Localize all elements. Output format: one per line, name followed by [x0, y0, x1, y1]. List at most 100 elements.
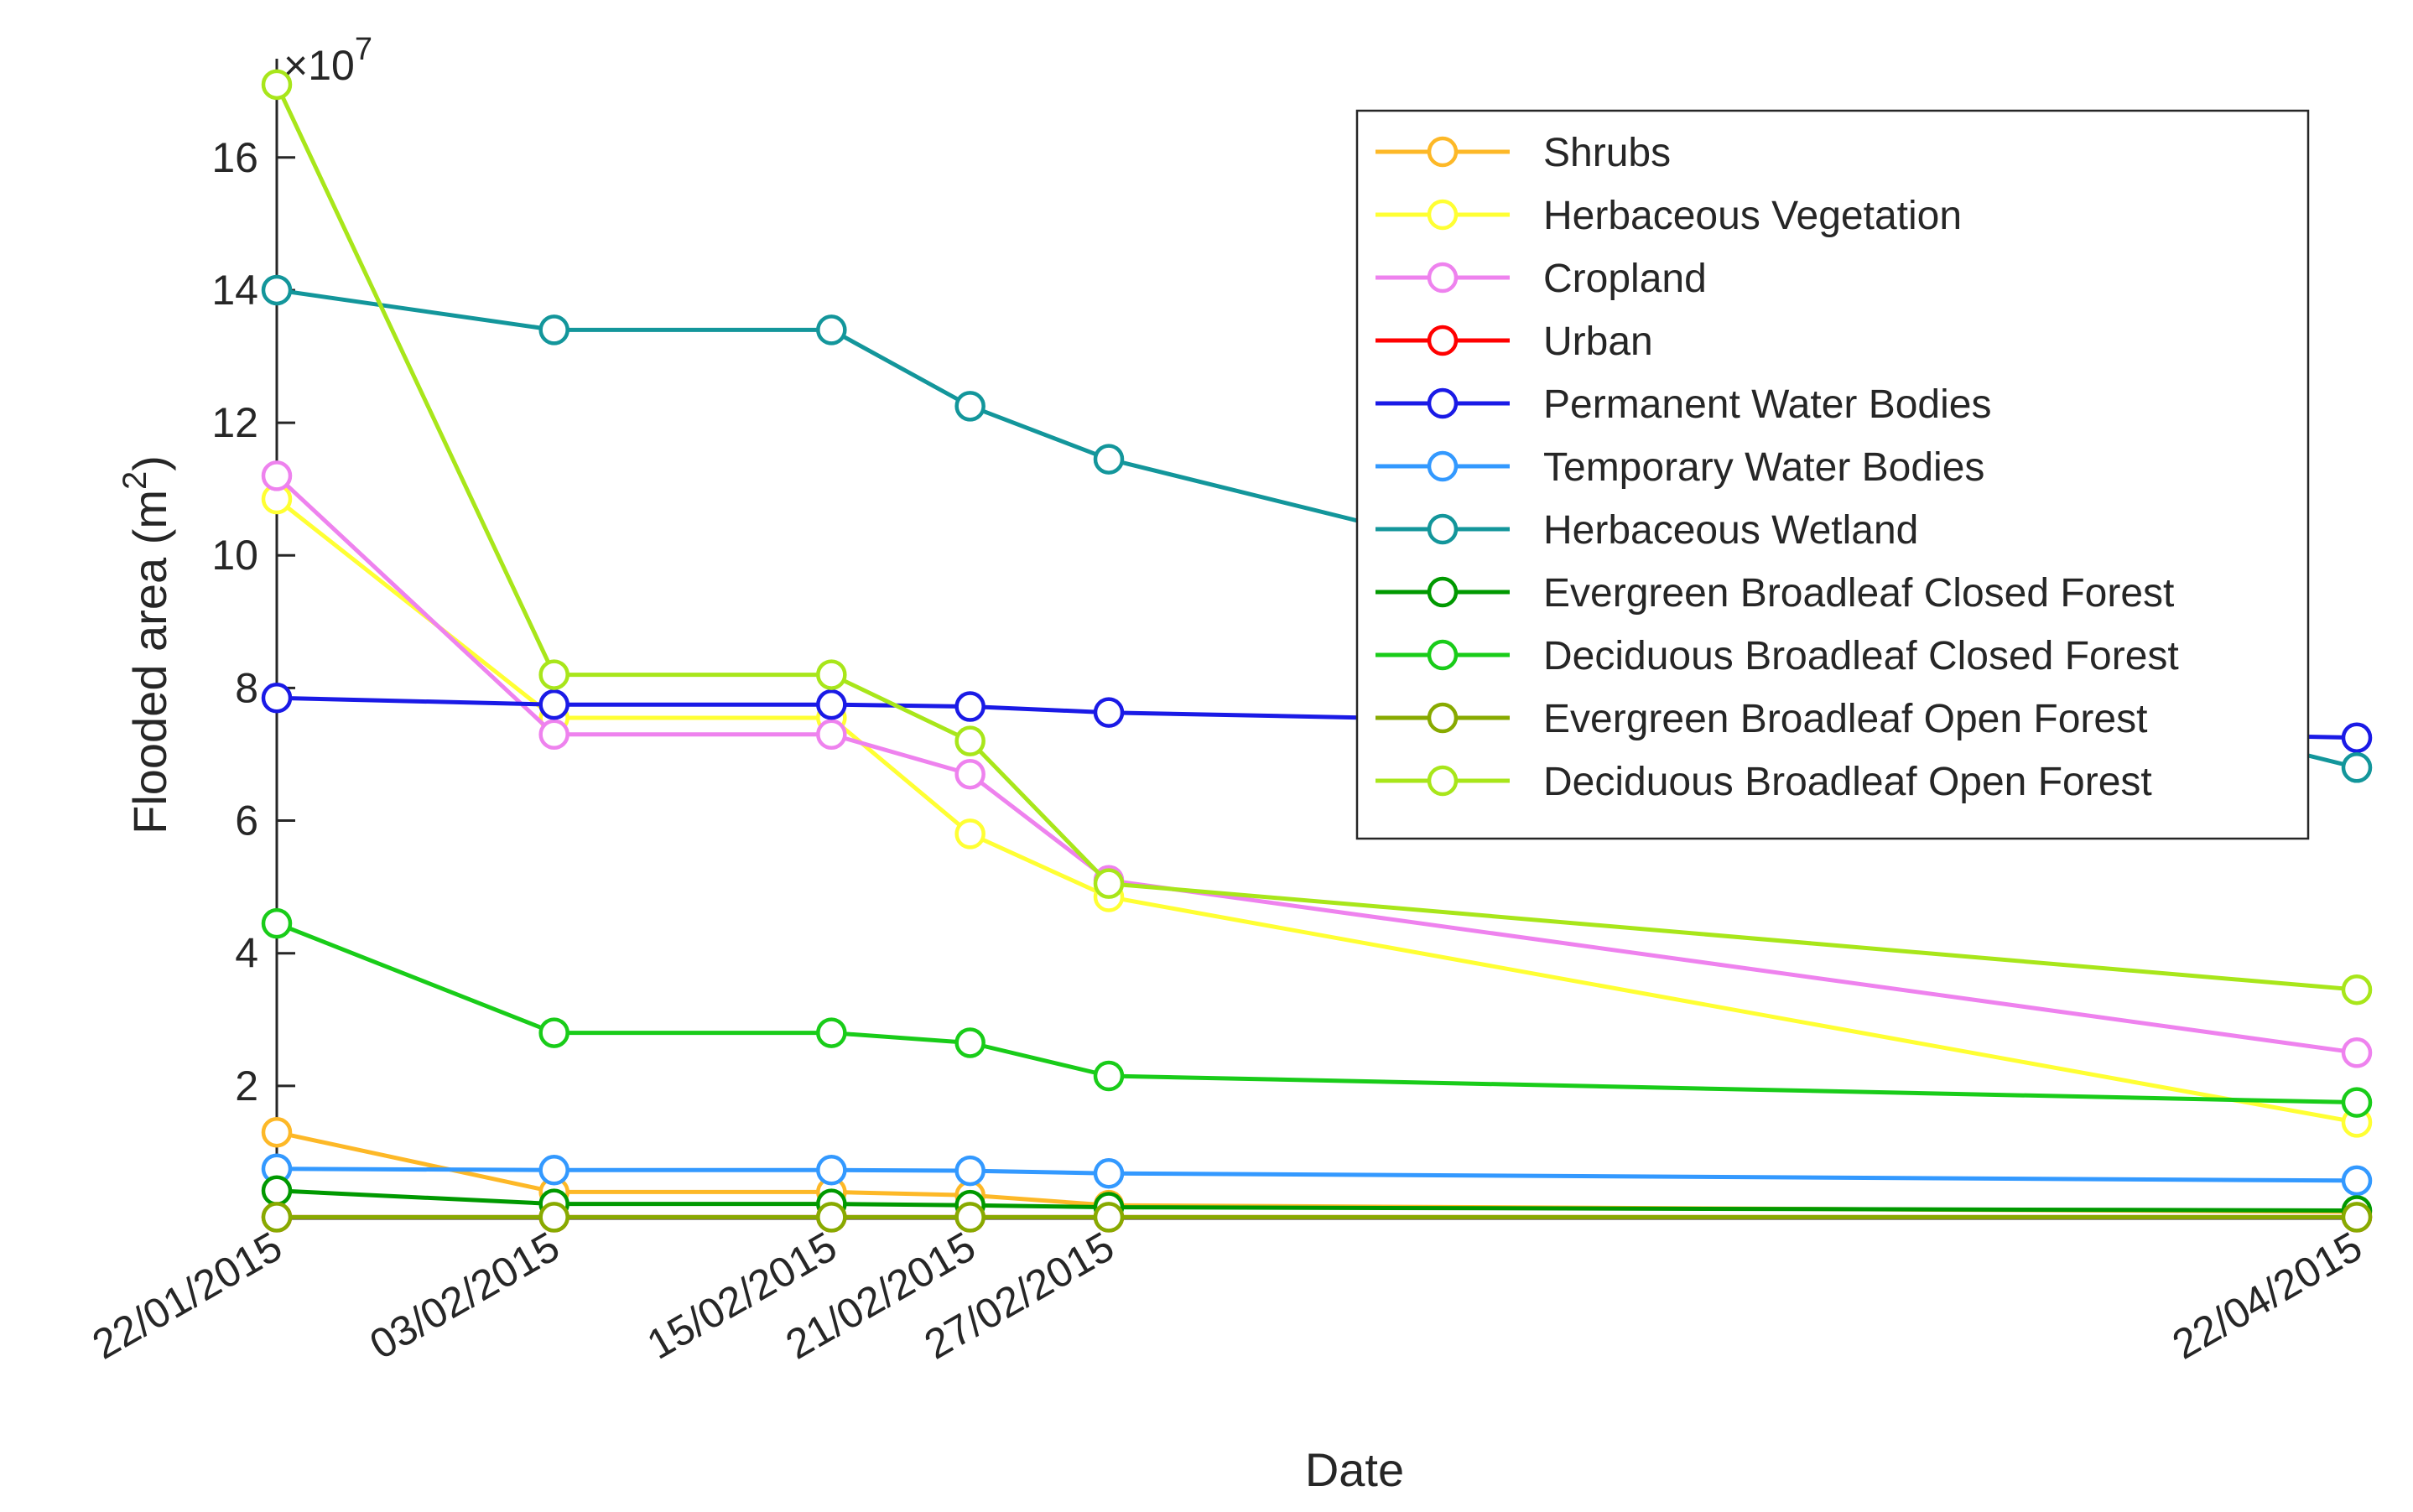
data-point — [261, 274, 293, 306]
legend-item: Deciduous Broadleaf Open Forest — [1376, 760, 2152, 804]
series-evergreen-broadleaf-open-forest — [261, 1202, 2373, 1233]
y-tick-label: 12 — [211, 399, 258, 446]
y-axis-label-close: ) — [123, 455, 176, 471]
data-point — [954, 1027, 985, 1058]
legend: Shrubs Herbaceous Vegetation Cropland Urban… — [1355, 109, 2310, 840]
legend-marker — [1427, 765, 1459, 797]
data-point — [954, 818, 985, 850]
legend-label: Urban — [1543, 320, 1653, 364]
data-point — [538, 1202, 569, 1233]
legend-item: Herbaceous Vegetation — [1376, 194, 1962, 238]
data-point — [261, 683, 293, 714]
legend-marker — [1427, 639, 1459, 671]
data-point — [954, 391, 985, 422]
legend-item: Permanent Water Bodies — [1376, 382, 1991, 427]
data-point — [816, 719, 847, 751]
legend-marker — [1427, 513, 1459, 545]
data-point — [538, 1155, 569, 1186]
legend-marker — [1427, 325, 1459, 356]
data-point — [954, 725, 985, 756]
series-line — [274, 83, 2358, 992]
data-point — [1093, 1157, 1125, 1189]
data-point — [816, 314, 847, 346]
y-tick-label: 4 — [235, 930, 258, 977]
legend-label: Herbaceous Wetland — [1543, 508, 1918, 553]
legend-label: Permanent Water Bodies — [1543, 382, 1991, 427]
data-point — [538, 688, 569, 720]
data-point — [538, 659, 569, 690]
legend-label: Shrubs — [1543, 131, 1671, 175]
y-axis-label-superscript: 2 — [117, 471, 153, 490]
data-point — [261, 460, 293, 491]
data-point — [816, 659, 847, 690]
legend-marker — [1427, 136, 1459, 168]
series-line — [276, 288, 2358, 770]
legend-label: Deciduous Broadleaf Closed Forest — [1543, 634, 2179, 678]
data-point — [538, 314, 569, 346]
data-point — [2341, 722, 2373, 753]
legend-item: Temporary Water Bodies — [1376, 445, 1984, 490]
data-point — [261, 69, 293, 101]
legend-marker — [1427, 702, 1459, 734]
data-point — [1093, 868, 1125, 899]
data-point — [816, 1202, 847, 1233]
legend-box — [1355, 109, 2310, 840]
x-tick-label: 22/01/2015 — [85, 1223, 290, 1369]
series-line — [276, 1188, 2358, 1213]
legend-marker — [1427, 450, 1459, 482]
data-point — [1093, 1060, 1125, 1092]
data-point — [1093, 444, 1125, 475]
legend-item: Cropland — [1376, 257, 1707, 301]
y-tick-label: 14 — [211, 267, 258, 314]
y-multiplier-label: ×107 — [283, 32, 372, 89]
series-layer — [261, 69, 2373, 1233]
y-multiplier-exponent: 7 — [355, 32, 372, 67]
data-point — [954, 758, 985, 790]
series-permanent-water-bodies — [261, 683, 2373, 753]
legend-label: Herbaceous Vegetation — [1543, 194, 1962, 238]
data-point — [2341, 974, 2373, 1005]
data-point — [2341, 1087, 2373, 1118]
legend-item: Evergreen Broadleaf Open Forest — [1376, 697, 2147, 741]
data-point — [2341, 752, 2373, 783]
data-point — [538, 719, 569, 751]
y-tick-label: 10 — [211, 532, 258, 579]
series-line — [276, 695, 2358, 740]
y-tick-label: 16 — [211, 134, 258, 181]
y-axis-label: Flooded area (m2) — [117, 455, 176, 834]
x-axis-label: Date — [1305, 1443, 1404, 1496]
data-point — [816, 1017, 847, 1048]
data-point — [1093, 697, 1125, 728]
legend-item: Urban — [1376, 320, 1653, 364]
y-ticks: 2 4 6 8 10 12 14 16 — [211, 134, 295, 1109]
data-point — [954, 691, 985, 722]
x-tick-label: 22/04/2015 — [2165, 1223, 2370, 1369]
legend-label: Evergreen Broadleaf Closed Forest — [1543, 571, 2174, 616]
data-point — [816, 1155, 847, 1186]
data-point — [2341, 1165, 2373, 1197]
data-point — [2341, 1202, 2373, 1233]
legend-label: Evergreen Broadleaf Open Forest — [1543, 697, 2147, 741]
data-point — [2341, 1037, 2373, 1068]
legend-marker — [1427, 262, 1459, 294]
series-deciduous-broadleaf-open-forest — [261, 69, 2373, 1005]
data-point — [261, 907, 293, 939]
series-line — [276, 1166, 2358, 1183]
legend-label: Cropland — [1543, 257, 1707, 301]
legend-item: Shrubs — [1376, 131, 1671, 175]
legend-marker — [1427, 387, 1459, 419]
data-point — [1093, 1202, 1125, 1233]
y-tick-label: 6 — [235, 798, 258, 844]
legend-item: Evergreen Broadleaf Closed Forest — [1376, 571, 2174, 616]
y-axis-label-text: Flooded area (m — [123, 490, 176, 834]
series-line — [276, 921, 2358, 1105]
data-point — [261, 1116, 293, 1148]
legend-item: Herbaceous Wetland — [1376, 508, 1918, 553]
legend-label: Temporary Water Bodies — [1543, 445, 1984, 490]
y-tick-label: 8 — [235, 664, 258, 711]
y-tick-label: 2 — [235, 1063, 258, 1109]
legend-items: Shrubs Herbaceous Vegetation Cropland Urban… — [1376, 131, 2179, 804]
series-line — [275, 474, 2358, 1055]
data-point — [816, 688, 847, 720]
x-ticks: 22/01/2015 03/02/2015 15/02/201521/02/2015… — [85, 1200, 2370, 1369]
